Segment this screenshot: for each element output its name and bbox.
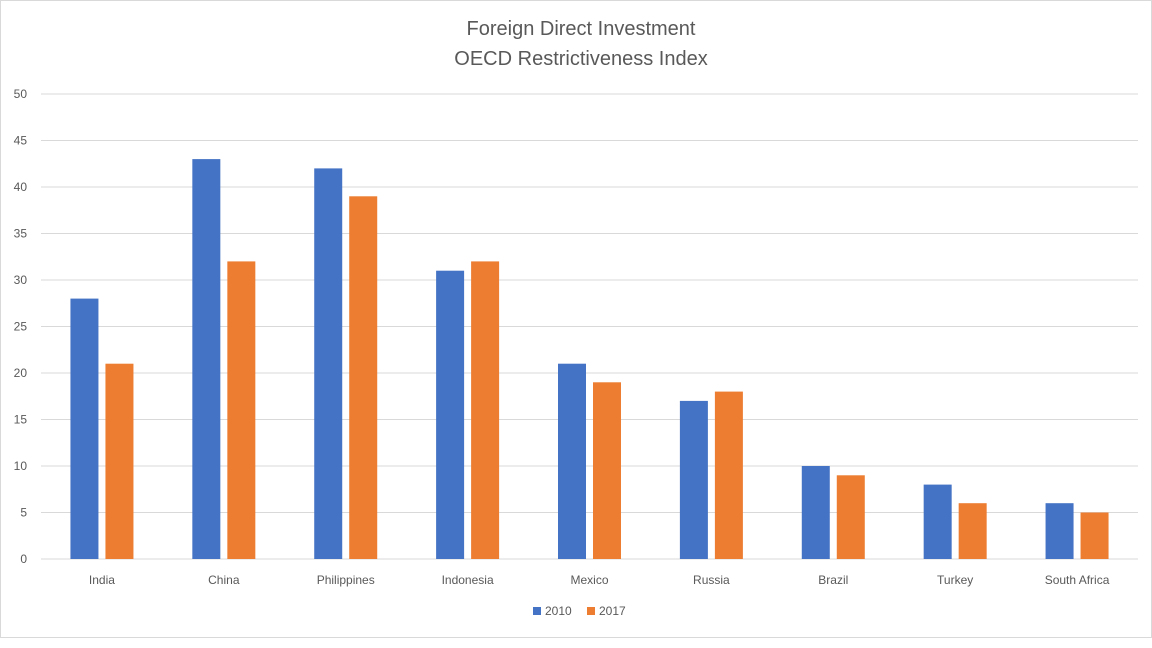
bar-2010-indonesia [436,270,465,559]
x-tick-label: Turkey [937,573,973,587]
bar-2017-brazil [836,475,865,559]
x-tick-label: India [89,573,115,587]
y-tick-label: 0 [20,552,27,566]
bar-2017-mexico [593,382,621,559]
y-tick-label: 10 [14,459,28,473]
y-tick-label: 45 [14,134,28,148]
bar-2010-brazil [801,466,830,559]
bar-2017-indonesia [471,261,500,559]
bar-2010-india [70,298,99,559]
bar-2010-russia [679,400,708,559]
y-tick-label: 50 [14,87,28,101]
bar-2010-turkey [923,484,952,559]
legend-swatch-2010 [533,607,541,615]
y-tick-label: 15 [14,413,28,427]
x-tick-label: Indonesia [442,573,494,587]
y-tick-label: 30 [14,273,28,287]
bar-2010-philippines [314,168,343,559]
bar-2017-turkey [958,503,987,559]
bar-2010-south-africa [1045,503,1074,559]
bar-2017-philippines [349,196,378,560]
y-tick-label: 5 [20,506,27,520]
chart-title-line1: Foreign Direct Investment [467,18,696,40]
x-tick-label: Brazil [818,573,848,587]
y-tick-label: 35 [14,227,28,241]
bar-2010-mexico [558,363,586,559]
x-tick-label: Russia [693,573,730,587]
x-tick-label: South Africa [1045,573,1110,587]
bar-2017-china [227,261,256,559]
legend-label-2017: 2017 [599,604,626,618]
legend-label-2010: 2010 [545,604,572,618]
bar-2017-russia [714,391,743,559]
bar-chart: Foreign Direct Investment OECD Restricti… [14,18,1138,618]
legend-swatch-2017 [587,607,595,615]
bar-2017-south-africa [1080,512,1109,559]
x-tick-label: Mexico [570,573,608,587]
y-tick-label: 20 [14,366,28,380]
x-tick-label: Philippines [317,573,375,587]
y-tick-label: 40 [14,180,28,194]
chart-title-line2: OECD Restrictiveness Index [454,48,707,70]
bar-2017-india [105,363,134,559]
bar-2010-china [192,159,221,559]
x-tick-label: China [208,573,240,587]
y-tick-label: 25 [14,320,28,334]
